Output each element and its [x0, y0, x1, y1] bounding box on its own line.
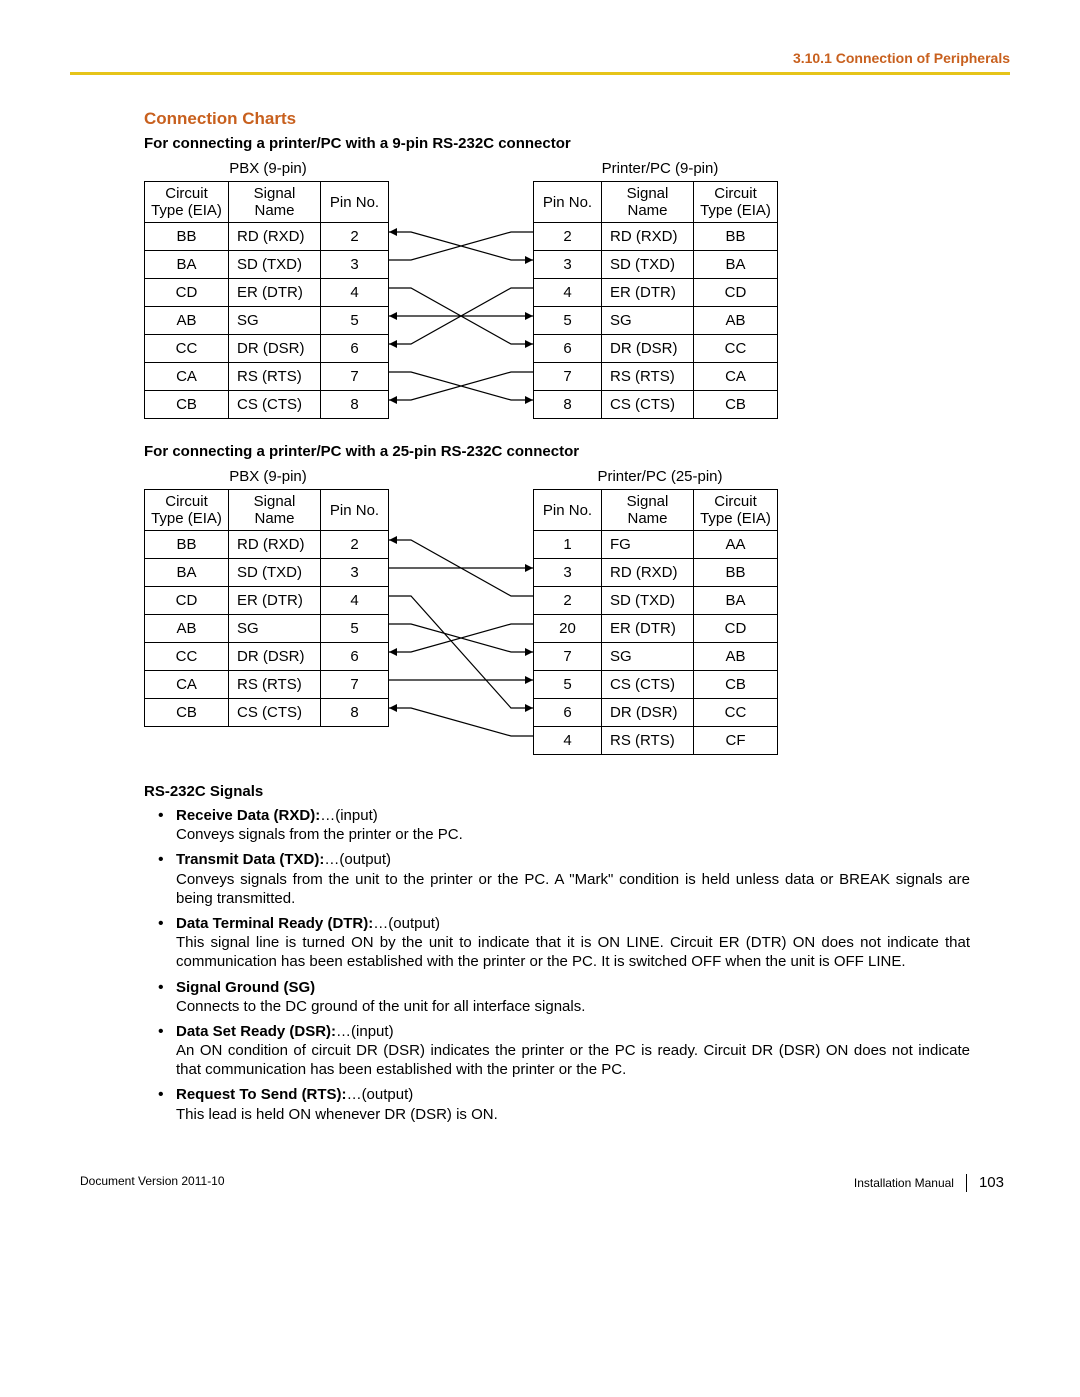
chart1-subtitle: For connecting a printer/PC with a 9-pin… [144, 135, 1010, 152]
signal-item: Data Set Ready (DSR):…(input)An ON condi… [154, 1022, 970, 1080]
table-row: 4ER (DTR)CD [534, 279, 778, 307]
wiring-diagram [389, 181, 533, 418]
footer-right-label: Installation Manual [854, 1176, 954, 1190]
table-row: CCDR (DSR)6 [145, 335, 389, 363]
table-row: BASD (TXD)3 [145, 559, 389, 587]
footer-left: Document Version 2011-10 [80, 1174, 225, 1192]
table-row: 6DR (DSR)CC [534, 699, 778, 727]
chart1-right-table: Pin No. Signal Name Circuit Type (EIA) 2… [533, 181, 778, 419]
th-ct: Circuit Type (EIA) [145, 490, 229, 531]
chart1-left-caption: PBX (9-pin) [144, 160, 392, 177]
th-ct: Circuit Type (EIA) [694, 490, 778, 531]
th-ct: Circuit Type (EIA) [694, 182, 778, 223]
wiring-diagram [389, 489, 533, 754]
table-row: BBRD (RXD)2 [145, 531, 389, 559]
table-row: 1FGAA [534, 531, 778, 559]
table-row: ABSG5 [145, 615, 389, 643]
th-ct: Circuit Type (EIA) [145, 182, 229, 223]
chart1-left-table: Circuit Type (EIA) Signal Name Pin No. B… [144, 181, 389, 419]
table-row: 7RS (RTS)CA [534, 363, 778, 391]
table-row: 3SD (TXD)BA [534, 251, 778, 279]
signal-item: Receive Data (RXD):…(input)Conveys signa… [154, 806, 970, 844]
chart2-right-caption: Printer/PC (25-pin) [536, 468, 784, 485]
th-sn: Signal Name [602, 490, 694, 531]
chart1: PBX (9-pin) Printer/PC (9-pin) Circuit T… [144, 160, 784, 419]
th-pn: Pin No. [534, 490, 602, 531]
chart2-subtitle: For connecting a printer/PC with a 25-pi… [144, 443, 1010, 460]
footer-page: 103 [979, 1174, 1004, 1191]
chart2-left-caption: PBX (9-pin) [144, 468, 392, 485]
table-row: BASD (TXD)3 [145, 251, 389, 279]
table-row: CDER (DTR)4 [145, 587, 389, 615]
page-footer: Document Version 2011-10 Installation Ma… [74, 1174, 1010, 1192]
signals-title: RS-232C Signals [144, 783, 1010, 800]
table-row: 5SGAB [534, 307, 778, 335]
table-row: 3RD (RXD)BB [534, 559, 778, 587]
table-row: CCDR (DSR)6 [145, 643, 389, 671]
signal-item: Signal Ground (SG)Connects to the DC gro… [154, 978, 970, 1016]
table-row: ABSG5 [145, 307, 389, 335]
header-rule [70, 72, 1010, 75]
table-row: CBCS (CTS)8 [145, 699, 389, 727]
th-pn: Pin No. [534, 182, 602, 223]
chart2-right-table: Pin No. Signal Name Circuit Type (EIA) 1… [533, 489, 778, 755]
footer-divider [966, 1174, 967, 1192]
table-row: 20ER (DTR)CD [534, 615, 778, 643]
th-pn: Pin No. [321, 490, 389, 531]
signal-item: Request To Send (RTS):…(output)This lead… [154, 1085, 970, 1123]
th-sn: Signal Name [602, 182, 694, 223]
table-row: 4RS (RTS)CF [534, 727, 778, 755]
table-row: 6DR (DSR)CC [534, 335, 778, 363]
table-row: CARS (RTS)7 [145, 363, 389, 391]
table-row: 7SGAB [534, 643, 778, 671]
table-row: 2RD (RXD)BB [534, 223, 778, 251]
table-row: CARS (RTS)7 [145, 671, 389, 699]
chart2: PBX (9-pin) Printer/PC (25-pin) Circuit … [144, 468, 784, 755]
signal-item: Transmit Data (TXD):…(output)Conveys sig… [154, 850, 970, 908]
signal-item: Data Terminal Ready (DTR):…(output)This … [154, 914, 970, 972]
table-row: 8CS (CTS)CB [534, 391, 778, 419]
page-title: Connection Charts [144, 109, 1010, 129]
table-row: BBRD (RXD)2 [145, 223, 389, 251]
th-sn: Signal Name [229, 182, 321, 223]
chart1-right-caption: Printer/PC (9-pin) [536, 160, 784, 177]
th-sn: Signal Name [229, 490, 321, 531]
table-row: CDER (DTR)4 [145, 279, 389, 307]
signals-list: Receive Data (RXD):…(input)Conveys signa… [154, 806, 970, 1124]
header-section: 3.10.1 Connection of Peripherals [70, 50, 1010, 72]
table-row: 5CS (CTS)CB [534, 671, 778, 699]
th-pn: Pin No. [321, 182, 389, 223]
table-row: CBCS (CTS)8 [145, 391, 389, 419]
table-row: 2SD (TXD)BA [534, 587, 778, 615]
chart2-left-table: Circuit Type (EIA) Signal Name Pin No. B… [144, 489, 389, 727]
